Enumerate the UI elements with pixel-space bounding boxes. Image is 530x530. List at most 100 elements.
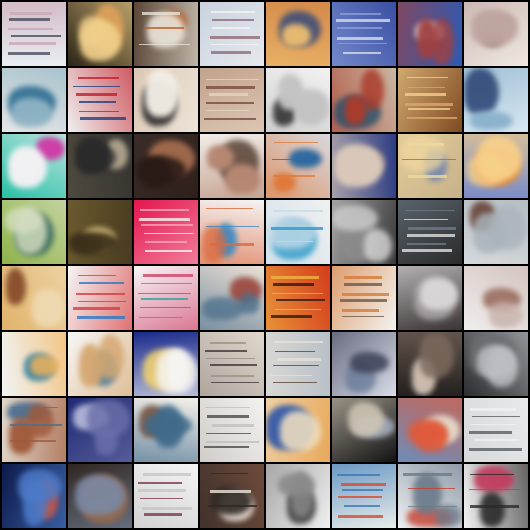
generated-image-tile xyxy=(200,266,264,330)
generated-image-tile xyxy=(464,134,528,198)
text-stripe xyxy=(205,350,248,353)
image-blob xyxy=(18,468,62,502)
text-stripe xyxy=(9,18,51,22)
generated-image-tile xyxy=(2,464,66,528)
text-stripe xyxy=(338,496,383,499)
generated-image-tile xyxy=(68,2,132,66)
text-stripe xyxy=(205,440,260,443)
text-stripe xyxy=(211,27,250,30)
text-stripe xyxy=(139,209,190,212)
generated-image-tile xyxy=(134,266,198,330)
text-stripe xyxy=(10,12,52,16)
generated-image-tile xyxy=(332,2,396,66)
text-stripe xyxy=(143,472,192,476)
text-stripe xyxy=(408,108,451,111)
generated-image-tile xyxy=(464,398,528,462)
image-blob xyxy=(476,12,516,33)
generated-image-tile xyxy=(266,68,330,132)
text-stripe xyxy=(407,505,457,507)
text-stripe xyxy=(138,482,183,485)
image-blob xyxy=(154,404,185,448)
text-stripe xyxy=(143,513,182,517)
image-blob xyxy=(474,465,515,493)
text-stripe xyxy=(7,27,53,30)
image-blob xyxy=(224,164,262,195)
generated-image-tile xyxy=(464,464,528,528)
image-blob xyxy=(14,207,47,254)
image-blob xyxy=(83,145,116,169)
text-stripe xyxy=(276,298,326,301)
image-blob xyxy=(363,228,393,262)
text-stripe xyxy=(206,78,259,80)
text-stripe xyxy=(209,364,258,367)
text-stripe xyxy=(274,142,318,144)
generated-image-tile xyxy=(134,200,198,264)
text-stripe xyxy=(78,282,124,285)
generated-image-tile xyxy=(332,68,396,132)
image-blob xyxy=(69,231,119,252)
text-stripe xyxy=(208,505,257,508)
text-stripe xyxy=(8,52,50,56)
text-stripe xyxy=(343,275,383,279)
text-stripe xyxy=(408,86,446,88)
text-stripe xyxy=(206,358,256,360)
generated-image-tile xyxy=(200,332,264,396)
text-stripe xyxy=(273,210,324,213)
image-blob xyxy=(8,145,48,189)
image-blob xyxy=(86,398,130,439)
generated-image-tile xyxy=(134,2,198,66)
image-blob xyxy=(29,355,60,377)
image-blob xyxy=(79,344,105,388)
text-stripe xyxy=(208,93,249,97)
text-stripe xyxy=(402,158,456,160)
text-stripe xyxy=(140,224,193,227)
generated-image-tile xyxy=(266,2,330,66)
generated-image-tile xyxy=(464,2,528,66)
generated-image-tile xyxy=(332,134,396,198)
image-blob xyxy=(418,332,454,379)
image-blob xyxy=(332,204,378,231)
image-blob xyxy=(400,135,446,173)
text-stripe xyxy=(11,406,58,408)
generated-image-tile xyxy=(68,68,132,132)
text-stripe xyxy=(211,18,254,21)
text-stripe xyxy=(271,226,323,230)
image-blob xyxy=(344,94,367,125)
text-stripe xyxy=(407,77,448,79)
text-stripe xyxy=(142,274,194,278)
generated-image-tile xyxy=(200,2,264,66)
generated-image-tile xyxy=(464,200,528,264)
text-stripe xyxy=(75,93,117,97)
generated-image-tile xyxy=(332,464,396,528)
text-stripe xyxy=(403,218,449,220)
text-stripe xyxy=(209,490,252,494)
text-stripe xyxy=(274,308,322,310)
text-stripe xyxy=(206,432,252,434)
text-stripe xyxy=(210,374,255,377)
image-blob xyxy=(489,301,524,329)
generated-image-tile xyxy=(464,332,528,396)
text-stripe xyxy=(341,315,385,317)
image-blob xyxy=(464,68,499,116)
text-stripe xyxy=(273,283,314,287)
text-stripe xyxy=(336,474,381,477)
text-stripe xyxy=(144,241,187,244)
text-stripe xyxy=(79,100,117,103)
text-stripe xyxy=(209,35,260,39)
text-stripe xyxy=(8,42,57,46)
image-blob xyxy=(360,69,384,110)
image-blob xyxy=(435,504,462,528)
image-blob xyxy=(282,23,312,48)
text-stripe xyxy=(10,440,56,443)
generated-image-tile xyxy=(398,464,462,528)
text-stripe xyxy=(140,306,192,308)
text-stripe xyxy=(407,226,457,230)
generated-image-tile xyxy=(266,200,330,264)
generated-image-tile xyxy=(398,134,462,198)
text-stripe xyxy=(77,76,119,79)
image-blob xyxy=(31,288,65,327)
text-stripe xyxy=(72,307,120,311)
text-stripe xyxy=(210,44,258,46)
text-stripe xyxy=(336,19,390,23)
generated-image-tile xyxy=(2,200,66,264)
